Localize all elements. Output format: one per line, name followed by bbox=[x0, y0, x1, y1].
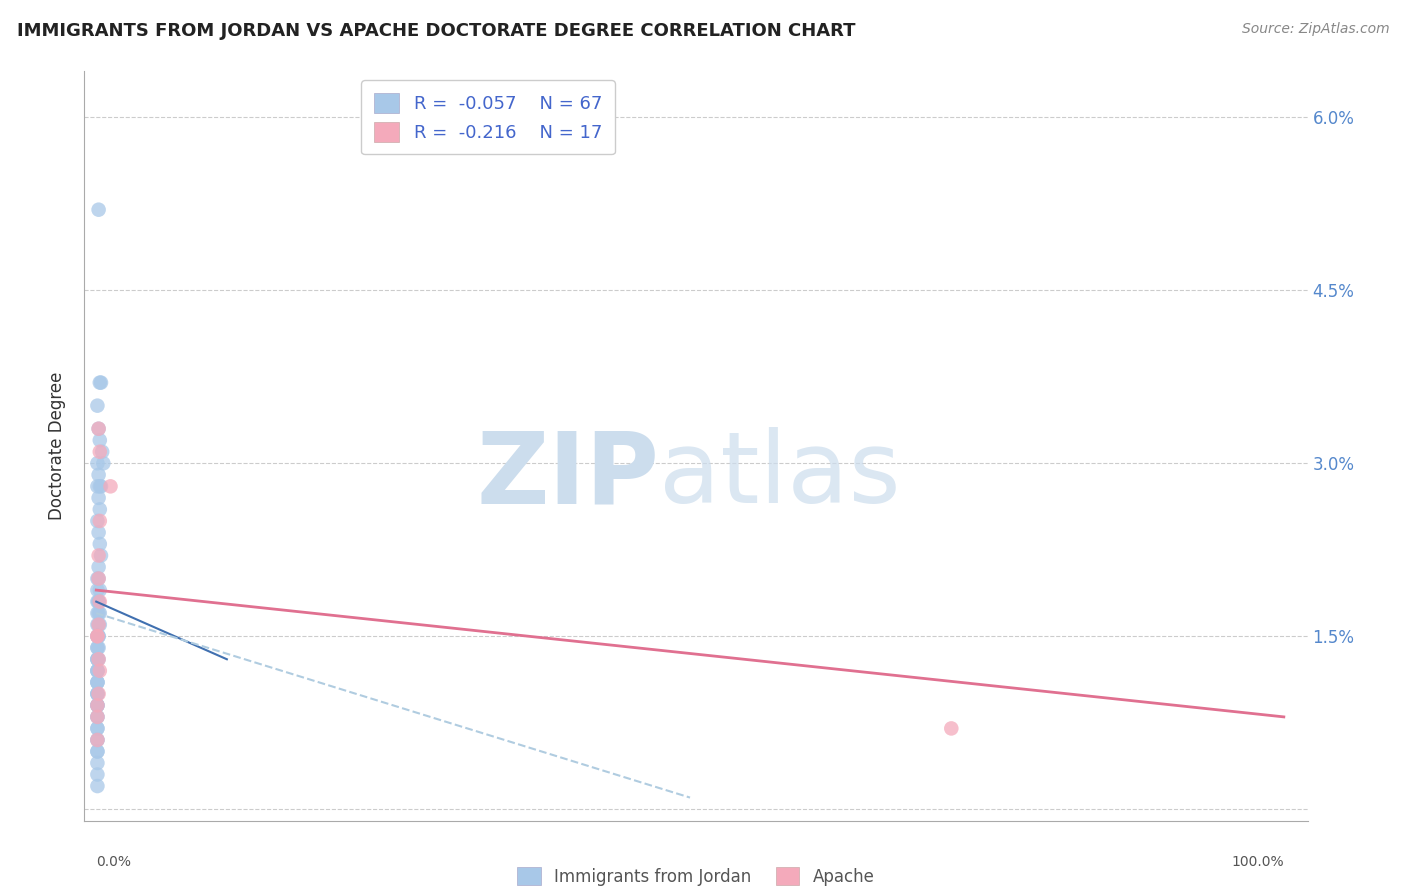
Point bbox=[86, 698, 108, 713]
Point bbox=[86, 733, 108, 747]
Point bbox=[87, 606, 110, 620]
Point bbox=[91, 444, 114, 458]
Point bbox=[86, 744, 108, 758]
Point bbox=[86, 733, 108, 747]
Point bbox=[89, 502, 111, 516]
Point bbox=[86, 652, 108, 666]
Y-axis label: Doctorate Degree: Doctorate Degree bbox=[48, 372, 66, 520]
Point bbox=[941, 722, 963, 736]
Point bbox=[89, 583, 111, 598]
Point bbox=[86, 629, 108, 643]
Point bbox=[86, 710, 108, 724]
Point bbox=[86, 675, 108, 690]
Text: Source: ZipAtlas.com: Source: ZipAtlas.com bbox=[1241, 22, 1389, 37]
Point bbox=[87, 422, 110, 436]
Point bbox=[86, 698, 108, 713]
Point bbox=[86, 594, 108, 608]
Point bbox=[87, 525, 110, 540]
Point bbox=[86, 664, 108, 678]
Point bbox=[87, 594, 110, 608]
Point bbox=[86, 399, 108, 413]
Point bbox=[86, 652, 108, 666]
Point bbox=[86, 779, 108, 793]
Point bbox=[90, 479, 112, 493]
Text: atlas: atlas bbox=[659, 427, 901, 524]
Point bbox=[86, 687, 108, 701]
Point bbox=[89, 444, 111, 458]
Point bbox=[87, 617, 110, 632]
Text: IMMIGRANTS FROM JORDAN VS APACHE DOCTORATE DEGREE CORRELATION CHART: IMMIGRANTS FROM JORDAN VS APACHE DOCTORA… bbox=[17, 22, 855, 40]
Point bbox=[87, 422, 110, 436]
Point bbox=[86, 664, 108, 678]
Point bbox=[86, 722, 108, 736]
Point bbox=[87, 652, 110, 666]
Point bbox=[86, 640, 108, 655]
Point bbox=[87, 652, 110, 666]
Point bbox=[86, 675, 108, 690]
Point bbox=[89, 376, 111, 390]
Point bbox=[86, 456, 108, 470]
Point bbox=[86, 722, 108, 736]
Point bbox=[86, 756, 108, 770]
Point bbox=[86, 687, 108, 701]
Point bbox=[89, 479, 111, 493]
Text: ZIP: ZIP bbox=[477, 427, 659, 524]
Point bbox=[87, 629, 110, 643]
Point bbox=[86, 479, 108, 493]
Point bbox=[89, 594, 111, 608]
Point bbox=[89, 514, 111, 528]
Point bbox=[86, 629, 108, 643]
Point bbox=[86, 572, 108, 586]
Point bbox=[86, 675, 108, 690]
Point bbox=[86, 629, 108, 643]
Point bbox=[86, 687, 108, 701]
Point bbox=[89, 617, 111, 632]
Point bbox=[89, 664, 111, 678]
Point bbox=[86, 629, 108, 643]
Point bbox=[86, 664, 108, 678]
Text: 100.0%: 100.0% bbox=[1232, 855, 1284, 869]
Point bbox=[87, 617, 110, 632]
Point bbox=[87, 491, 110, 505]
Point bbox=[90, 376, 112, 390]
Point bbox=[100, 479, 122, 493]
Point bbox=[87, 594, 110, 608]
Point bbox=[89, 606, 111, 620]
Point bbox=[86, 640, 108, 655]
Point bbox=[87, 687, 110, 701]
Point bbox=[87, 572, 110, 586]
Point bbox=[87, 629, 110, 643]
Text: 0.0%: 0.0% bbox=[96, 855, 131, 869]
Point bbox=[86, 698, 108, 713]
Point bbox=[87, 560, 110, 574]
Point bbox=[86, 710, 108, 724]
Point bbox=[86, 606, 108, 620]
Point bbox=[89, 537, 111, 551]
Point bbox=[87, 549, 110, 563]
Point bbox=[87, 202, 110, 217]
Legend: Immigrants from Jordan, Apache: Immigrants from Jordan, Apache bbox=[509, 859, 883, 892]
Point bbox=[90, 549, 112, 563]
Point bbox=[86, 710, 108, 724]
Point bbox=[86, 583, 108, 598]
Point bbox=[86, 514, 108, 528]
Point bbox=[93, 456, 115, 470]
Point bbox=[87, 467, 110, 482]
Point bbox=[89, 434, 111, 448]
Point bbox=[86, 744, 108, 758]
Point bbox=[87, 640, 110, 655]
Point bbox=[86, 733, 108, 747]
Point bbox=[87, 572, 110, 586]
Point bbox=[86, 698, 108, 713]
Point bbox=[86, 767, 108, 781]
Point bbox=[86, 652, 108, 666]
Point bbox=[86, 617, 108, 632]
